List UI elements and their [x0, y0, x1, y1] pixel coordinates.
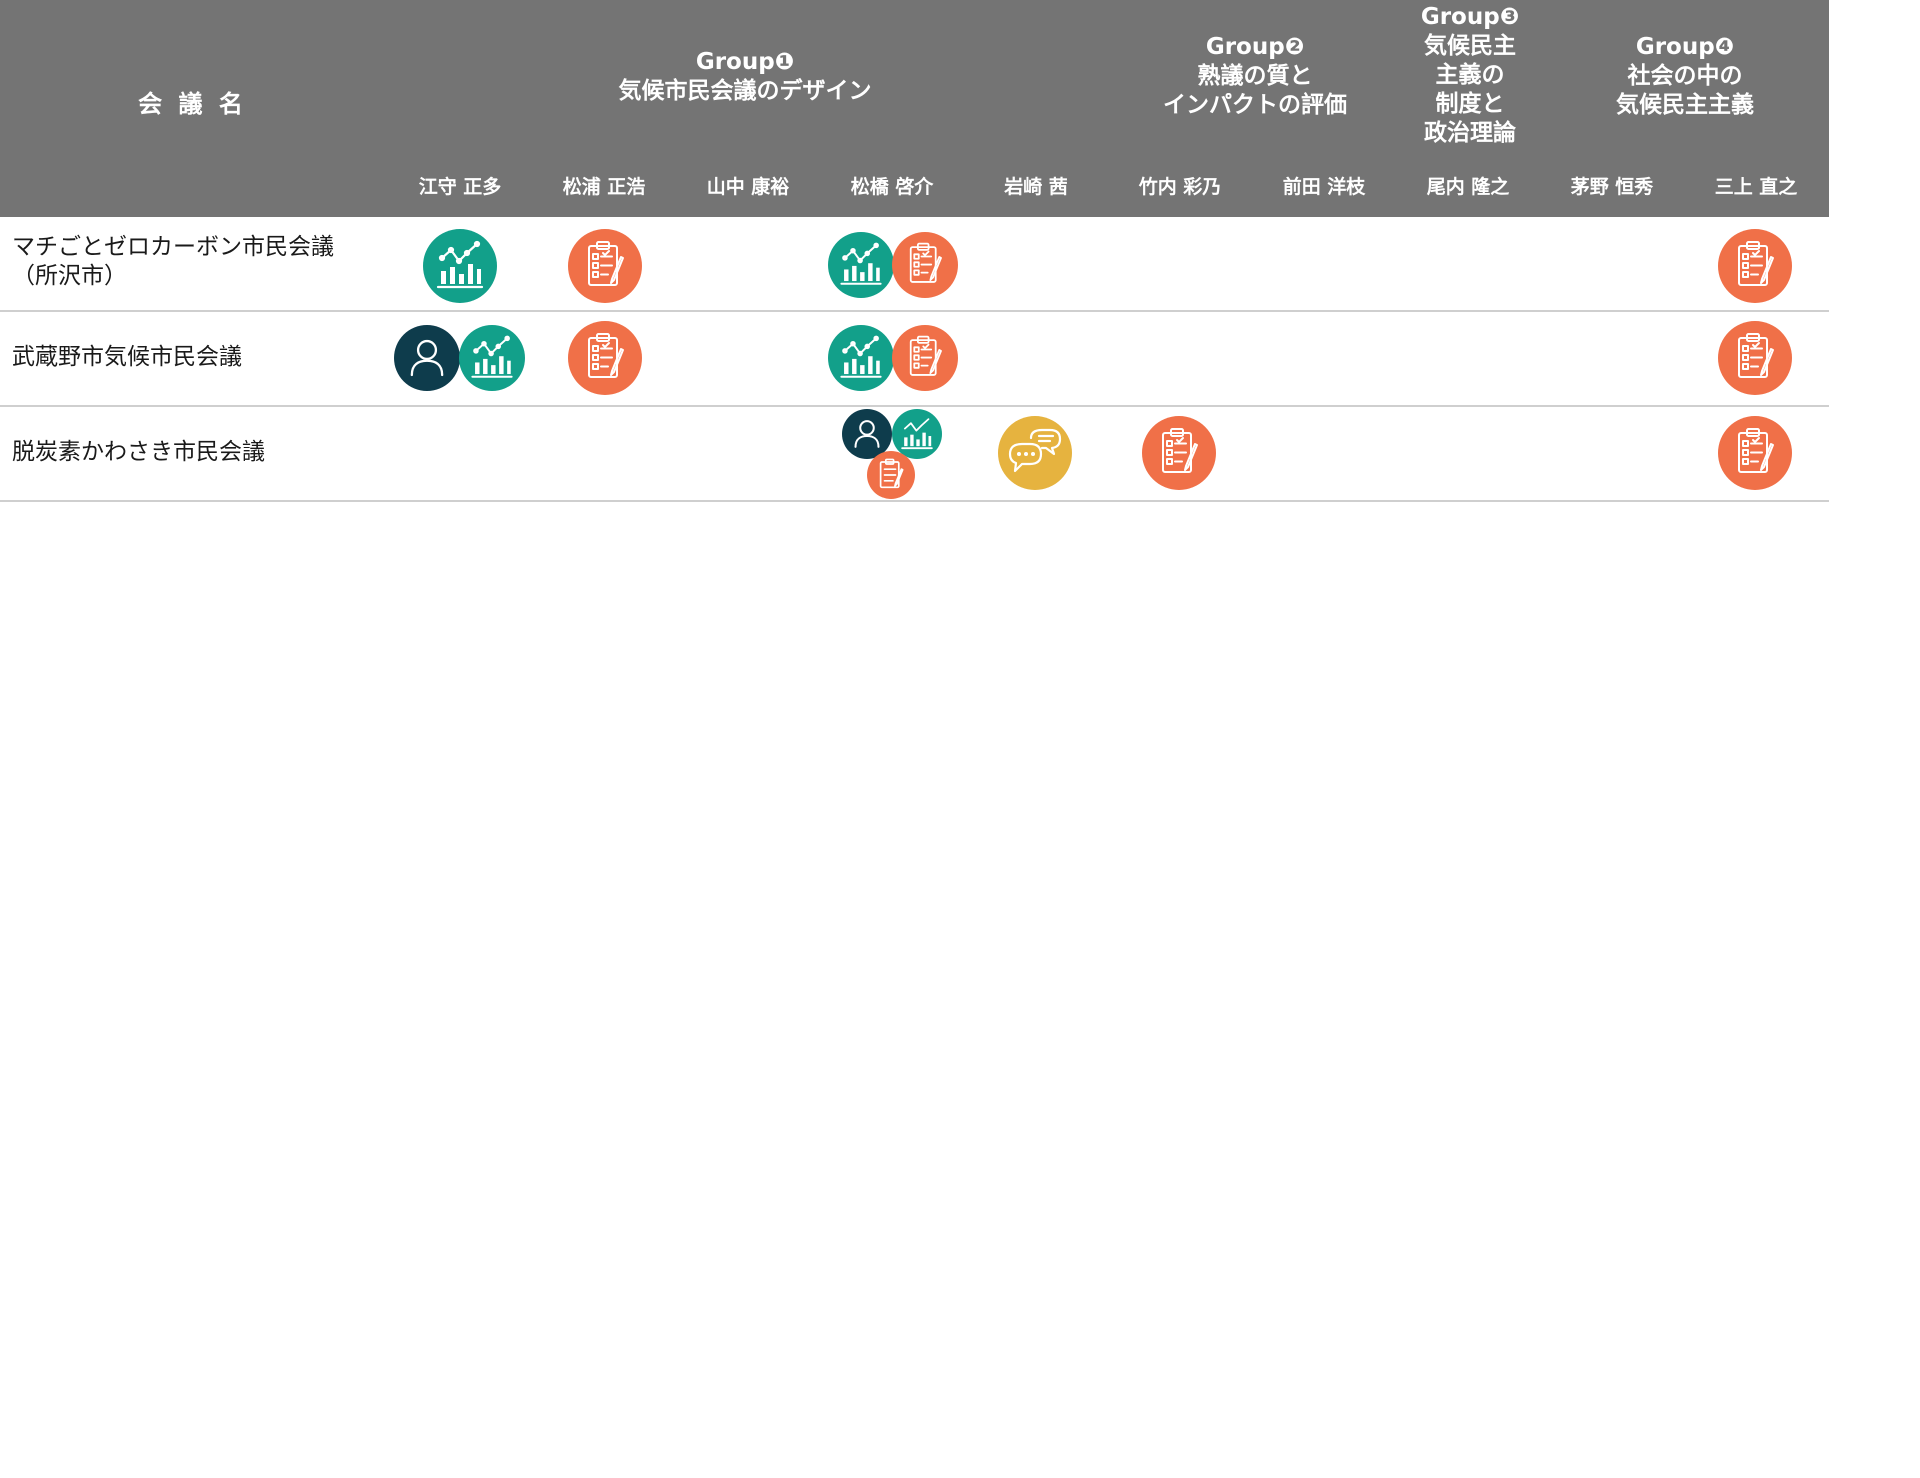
- table-header: 会 議 名 Group❶ 気候市民会議のデザイン Group❷ 熟議の質と イン…: [0, 0, 1829, 217]
- bar-chart-icon: [828, 325, 894, 391]
- researcher-name: 山中 康裕: [706, 176, 790, 198]
- meeting-name: マチごとゼロカーボン市民会議 （所沢市）: [12, 233, 334, 291]
- group-2-title: Group❷: [1205, 34, 1305, 60]
- table-row: 武蔵野市気候市民会議: [0, 312, 1829, 407]
- group-4-header: Group❹ 社会の中の 気候民主主義: [1585, 33, 1785, 120]
- meeting-name-header: 会 議 名: [138, 90, 247, 118]
- researcher-name: 三上 直之: [1714, 176, 1798, 198]
- group-1-title: Group❶: [695, 49, 795, 75]
- clipboard-checklist-icon: [1718, 321, 1792, 395]
- meeting-name: 武蔵野市気候市民会議: [12, 344, 242, 370]
- clipboard-checklist-icon: [1718, 416, 1792, 490]
- bar-chart-icon: [459, 325, 525, 391]
- group-4-subtitle-1: 社会の中の: [1627, 63, 1743, 89]
- researcher-name: 松浦 正浩: [562, 176, 646, 198]
- group-3-subtitle-3: 制度と: [1435, 91, 1505, 117]
- clipboard-checklist-icon: [1142, 416, 1216, 490]
- researcher-name: 岩崎 茜: [1004, 176, 1068, 198]
- table-row: マチごとゼロカーボン市民会議 （所沢市）: [0, 217, 1829, 312]
- researcher-name: 前田 洋枝: [1282, 176, 1366, 198]
- researcher-name: 茅野 恒秀: [1570, 176, 1654, 198]
- group-3-subtitle-4: 政治理論: [1424, 120, 1516, 146]
- group-1-subtitle: 気候市民会議のデザイン: [618, 78, 872, 104]
- researcher-name: 江守 正多: [418, 176, 502, 198]
- table-row: 脱炭素かわさき市民会議: [0, 407, 1829, 502]
- group-2-subtitle-2: インパクトの評価: [1163, 92, 1347, 118]
- group-3-subtitle-2: 主義の: [1435, 62, 1505, 88]
- researcher-names-row: 江守 正多 松浦 正浩 山中 康裕 松橋 啓介 岩崎 茜 竹内 彩乃 前田 洋枝…: [0, 172, 1829, 202]
- meeting-name-line: マチごとゼロカーボン市民会議: [12, 234, 334, 260]
- speech-bubbles-icon: [998, 416, 1072, 490]
- group-2-header: Group❷ 熟議の質と インパクトの評価: [1130, 33, 1380, 120]
- group-3-header: Group❸ 気候民主 主義の 制度と 政治理論: [1400, 3, 1540, 148]
- bar-chart-icon: [423, 229, 497, 303]
- group-4-subtitle-2: 気候民主主義: [1616, 92, 1754, 118]
- researcher-name: 竹内 彩乃: [1138, 176, 1222, 198]
- clipboard-checklist-icon: [892, 325, 958, 391]
- meeting-matrix-table: 会 議 名 Group❶ 気候市民会議のデザイン Group❷ 熟議の質と イン…: [0, 0, 1829, 502]
- researcher-name: 尾内 隆之: [1426, 176, 1510, 198]
- group-3-title: Group❸: [1420, 4, 1520, 30]
- group-4-title: Group❹: [1635, 34, 1735, 60]
- person-icon: [394, 325, 460, 391]
- group-2-subtitle-1: 熟議の質と: [1197, 63, 1313, 89]
- clipboard-checklist-icon: [568, 321, 642, 395]
- group-3-subtitle-1: 気候民主: [1424, 33, 1516, 59]
- clipboard-checklist-icon: [568, 229, 642, 303]
- researcher-name: 松橋 啓介: [850, 176, 934, 198]
- group-1-header: Group❶ 気候市民会議のデザイン: [560, 48, 930, 106]
- bar-chart-icon: [828, 232, 894, 298]
- meeting-name: 脱炭素かわさき市民会議: [12, 439, 265, 465]
- bar-chart-icon: [892, 409, 942, 459]
- clipboard-checklist-icon: [892, 232, 958, 298]
- meeting-name-line: （所沢市）: [12, 263, 127, 289]
- clipboard-checklist-icon: [867, 451, 915, 499]
- person-icon: [842, 409, 892, 459]
- clipboard-checklist-icon: [1718, 229, 1792, 303]
